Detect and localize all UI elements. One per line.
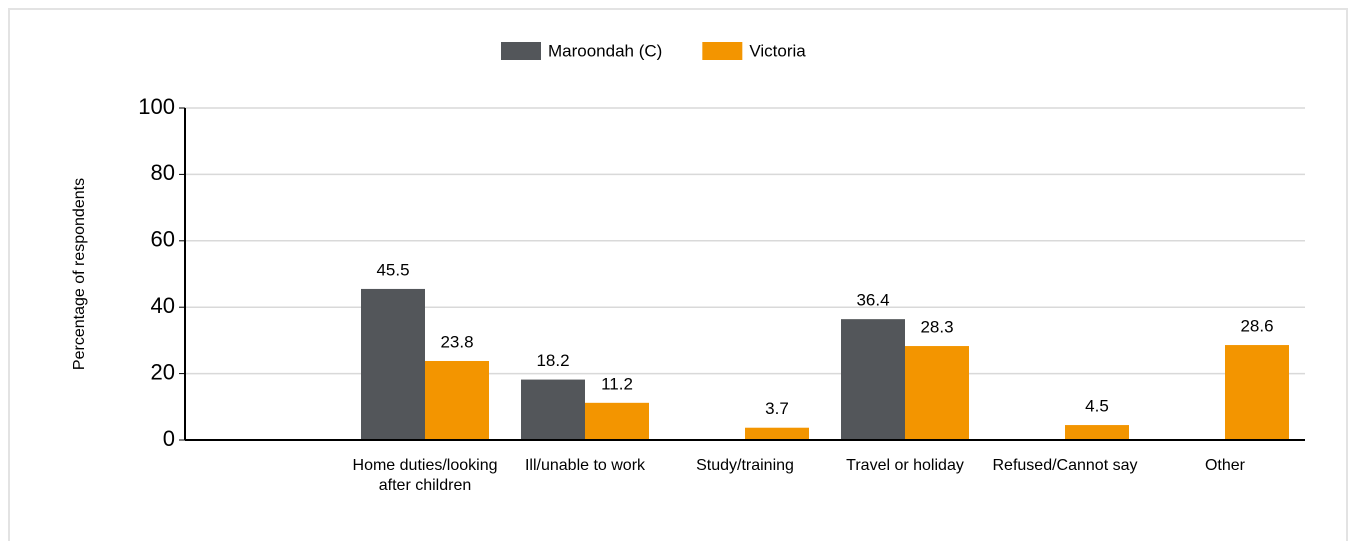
bar bbox=[905, 346, 969, 440]
x-tick-label: Travel or holiday bbox=[846, 457, 964, 474]
legend-label: Maroondah (C) bbox=[548, 41, 662, 60]
x-tick-label: Study/training bbox=[696, 457, 794, 474]
y-tick-label: 100 bbox=[138, 94, 175, 119]
y-axis-label: Percentage of respondents bbox=[71, 178, 88, 370]
value-label: 3.7 bbox=[765, 399, 789, 418]
bar bbox=[1065, 425, 1129, 440]
x-tick-label: Other bbox=[1204, 457, 1245, 474]
y-tick-label: 80 bbox=[151, 160, 175, 185]
value-label: 45.5 bbox=[376, 260, 409, 279]
y-tick-label: 20 bbox=[151, 359, 175, 384]
value-label: 28.6 bbox=[1240, 317, 1273, 336]
value-label: 28.3 bbox=[920, 318, 953, 337]
bar bbox=[1225, 345, 1289, 440]
value-label: 11.2 bbox=[601, 374, 633, 393]
x-tick-label: Ill/unable to work bbox=[524, 457, 646, 474]
bar bbox=[745, 427, 809, 440]
x-tick-label: Home duties/looking after children bbox=[352, 457, 498, 494]
y-tick-label: 60 bbox=[151, 227, 175, 252]
value-label: 18.2 bbox=[536, 351, 569, 370]
y-tick-label: 40 bbox=[151, 293, 175, 318]
y-tick-label: 0 bbox=[163, 426, 175, 451]
legend-swatch bbox=[702, 42, 743, 60]
bar bbox=[425, 360, 489, 440]
frame bbox=[8, 8, 1348, 541]
value-label: 36.4 bbox=[856, 291, 889, 310]
bar bbox=[361, 288, 425, 440]
value-label: 4.5 bbox=[1085, 397, 1109, 416]
bar bbox=[841, 319, 905, 440]
x-tick-label: Refused/Cannot say bbox=[992, 457, 1138, 474]
bar bbox=[521, 379, 585, 440]
value-label: 23.8 bbox=[440, 332, 473, 351]
bar bbox=[585, 402, 649, 440]
legend-label: Victoria bbox=[749, 41, 806, 60]
legend-swatch bbox=[501, 42, 541, 60]
